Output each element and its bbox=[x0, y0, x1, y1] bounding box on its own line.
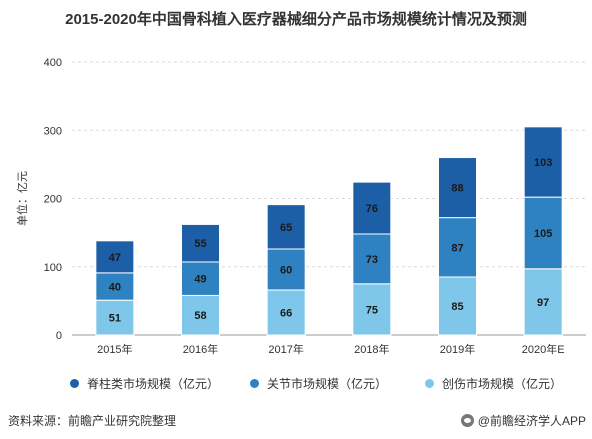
data-label: 65 bbox=[280, 222, 292, 234]
bar-segment bbox=[266, 289, 306, 336]
legend-item: 脊柱类市场规模（亿元） bbox=[70, 375, 219, 392]
bar-segment bbox=[352, 181, 392, 235]
chart-legend: 脊柱类市场规模（亿元） 关节市场规模（亿元） 创伤市场规模（亿元） bbox=[0, 375, 592, 393]
x-tick-label: 2020年E bbox=[522, 342, 565, 356]
y-tick-label: 100 bbox=[44, 262, 62, 274]
x-tick-label: 2017年 bbox=[268, 342, 303, 356]
bar-segment bbox=[181, 261, 220, 296]
bar-segment bbox=[181, 223, 220, 263]
bar-segment bbox=[523, 268, 563, 336]
data-label: 55 bbox=[194, 238, 206, 250]
chart-title: 2015-2020年中国骨科植入医疗器械细分产品市场规模统计情况及预测 bbox=[65, 11, 527, 28]
data-label: 49 bbox=[194, 274, 206, 286]
bar-segment bbox=[181, 294, 220, 336]
bar-segment bbox=[438, 217, 477, 278]
data-label: 76 bbox=[366, 203, 378, 215]
x-tick-label: 2016年 bbox=[183, 342, 218, 356]
data-label: 58 bbox=[194, 310, 206, 322]
bar-segment bbox=[266, 204, 306, 250]
stacked-bar-chart: 0 100 200 300 400 单位：亿元 51 40 47 2015年 58 49 55 2016年… bbox=[15, 57, 586, 356]
wechat-icon bbox=[460, 414, 474, 427]
x-tick-label: 2018年 bbox=[354, 342, 389, 356]
legend-swatch bbox=[425, 379, 434, 388]
data-label: 103 bbox=[534, 157, 552, 169]
bar-segment bbox=[523, 126, 563, 198]
y-tick-label: 400 bbox=[44, 57, 62, 69]
data-label: 40 bbox=[109, 282, 121, 294]
bar-segment bbox=[523, 196, 563, 270]
data-label: 97 bbox=[537, 297, 549, 309]
bar-segment bbox=[266, 248, 306, 291]
legend-label: 创伤市场规模（亿元） bbox=[442, 377, 563, 391]
y-tick-label: 0 bbox=[56, 330, 62, 342]
bar-segment bbox=[352, 233, 392, 285]
source-note: 资料来源：前瞻产业研究院整理 bbox=[8, 414, 177, 428]
data-label: 66 bbox=[280, 307, 292, 319]
credit-text: @前瞻经济学人APP bbox=[477, 414, 586, 428]
legend-swatch bbox=[250, 379, 259, 388]
credit-note: @前瞻经济学人APP bbox=[460, 412, 586, 429]
bar-segment bbox=[438, 276, 477, 336]
bar-segment bbox=[352, 283, 392, 336]
bar-segment bbox=[438, 157, 477, 219]
legend-label: 脊柱类市场规模（亿元） bbox=[87, 377, 220, 391]
x-tick-label: 2015年 bbox=[97, 342, 132, 356]
x-tick-label: 2019年 bbox=[440, 342, 475, 356]
bar-segment bbox=[95, 299, 135, 336]
y-tick-label: 300 bbox=[44, 125, 62, 137]
data-label: 51 bbox=[109, 313, 121, 325]
data-label: 75 bbox=[366, 304, 378, 316]
data-label: 73 bbox=[366, 254, 378, 266]
legend-item: 关节市场规模（亿元） bbox=[250, 375, 387, 392]
legend-swatch bbox=[70, 379, 79, 388]
data-label: 47 bbox=[109, 252, 121, 264]
data-label: 85 bbox=[451, 301, 463, 313]
data-label: 60 bbox=[280, 264, 292, 276]
legend-item: 创伤市场规模（亿元） bbox=[425, 375, 562, 392]
data-label: 105 bbox=[534, 228, 552, 240]
bar-segment bbox=[95, 240, 135, 274]
y-tick-label: 200 bbox=[44, 194, 62, 206]
data-label: 88 bbox=[451, 183, 463, 195]
y-axis-label: 单位：亿元 bbox=[15, 171, 29, 226]
data-label: 87 bbox=[451, 242, 463, 254]
legend-label: 关节市场规模（亿元） bbox=[267, 377, 388, 391]
